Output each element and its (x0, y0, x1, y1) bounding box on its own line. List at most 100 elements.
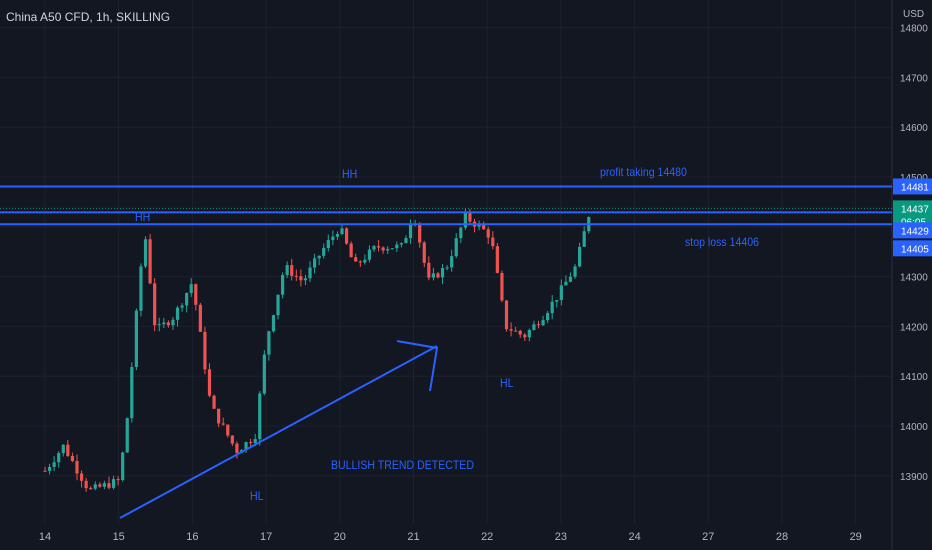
candle-body (468, 212, 472, 222)
trend-arrow-head[interactable] (396, 340, 439, 392)
candle-body (354, 257, 358, 262)
candle-body (477, 224, 481, 227)
candle-body (504, 300, 509, 330)
candle-body (70, 455, 75, 462)
trendline[interactable] (119, 345, 438, 519)
candle-body (555, 300, 559, 302)
candle-body (445, 267, 449, 269)
candle-body (331, 236, 335, 241)
annotation-stop-loss: stop loss 14406 (685, 235, 759, 249)
candle-body (143, 239, 148, 267)
candle-body (440, 267, 445, 278)
candle-body (495, 246, 499, 273)
candle-body (532, 324, 536, 331)
y-tick-label: 14100 (900, 372, 928, 383)
candle-body (134, 310, 138, 368)
candle-body (523, 334, 527, 338)
candle-body (198, 304, 202, 332)
candle-body (139, 266, 143, 311)
candle-body (459, 227, 463, 239)
candle-body (107, 483, 111, 488)
candle-body (162, 322, 166, 325)
candle-body (546, 313, 550, 321)
candle-body (550, 301, 554, 314)
candle-body (258, 393, 262, 440)
candle-body (121, 452, 125, 481)
candle-body (564, 281, 568, 286)
candle-body (153, 283, 157, 326)
candle-body (57, 453, 61, 463)
y-tick-label: 14200 (900, 322, 928, 333)
candle-body (66, 444, 70, 456)
candle-body (418, 223, 422, 243)
candle-body (290, 265, 294, 276)
candle-body (312, 258, 317, 268)
candle-body (427, 262, 431, 278)
candle-body (230, 435, 234, 444)
x-tick-label: 29 (850, 531, 862, 543)
candle-body (431, 273, 435, 278)
badge-profit-line: 14481 (901, 182, 929, 193)
candle-body (363, 259, 367, 263)
candle-body (93, 484, 97, 489)
candle-body (221, 423, 225, 425)
candle-body (217, 408, 221, 424)
candle-body (226, 424, 230, 436)
badge-line-upper: 14429 (901, 226, 929, 237)
candle-body (381, 247, 385, 251)
candle-body (175, 307, 180, 320)
currency-label: USD (903, 9, 925, 20)
candle-body (395, 244, 399, 249)
candle-body (568, 276, 573, 282)
candle-body (422, 242, 426, 263)
candle-body (500, 272, 504, 301)
candle-body (111, 479, 116, 488)
y-tick-label: 14600 (900, 123, 928, 134)
badge-current-price: 14437 (901, 204, 929, 215)
candle-body (249, 442, 253, 444)
candle-body (582, 231, 586, 247)
candle-body (157, 324, 161, 326)
candle-body (536, 324, 541, 326)
candle-body (194, 284, 198, 305)
chart-title: China A50 CFD, 1h, SKILLING (6, 10, 171, 24)
candle-body (463, 212, 467, 228)
candle-body (386, 248, 390, 251)
grid-lines (0, 0, 893, 550)
annotation-hl-left: HL (250, 489, 264, 503)
candle-body (317, 255, 321, 259)
x-tick-label: 20 (334, 531, 346, 543)
annotation-profit-taking: profit taking 14480 (600, 165, 687, 179)
candlestick-series (43, 208, 591, 492)
candle-body (244, 442, 248, 451)
annotation-hh-top: HH (342, 167, 358, 181)
candle-body (281, 274, 285, 295)
trend-drawings (119, 340, 439, 519)
y-tick-label: 14700 (900, 73, 928, 84)
x-tick-label: 28 (776, 531, 788, 543)
candle-body (171, 319, 175, 326)
candle-body (125, 418, 129, 453)
annotation-hl-right: HL (500, 376, 514, 390)
candle-body (185, 292, 189, 306)
candle-body (212, 395, 216, 409)
candle-body (514, 330, 518, 332)
candle-body (294, 275, 298, 277)
candle-body (43, 470, 47, 472)
candle-body (573, 266, 577, 277)
candle-body (61, 444, 65, 454)
candle-body (390, 248, 394, 250)
y-tick-label: 14000 (900, 422, 928, 433)
price-badges: 144811443706:051442914405 (893, 178, 932, 257)
candle-body (344, 228, 349, 244)
y-tick-label: 14300 (900, 273, 928, 284)
candle-body (408, 224, 413, 239)
candle-body (518, 330, 522, 335)
candle-body (303, 278, 308, 281)
candle-body (189, 284, 193, 293)
candle-body (541, 320, 545, 326)
x-tick-label: 24 (628, 531, 640, 543)
candle-body (349, 243, 353, 258)
time-axis: 14 15 16 17 20 21 22 23 24 27 28 29 (39, 531, 862, 543)
